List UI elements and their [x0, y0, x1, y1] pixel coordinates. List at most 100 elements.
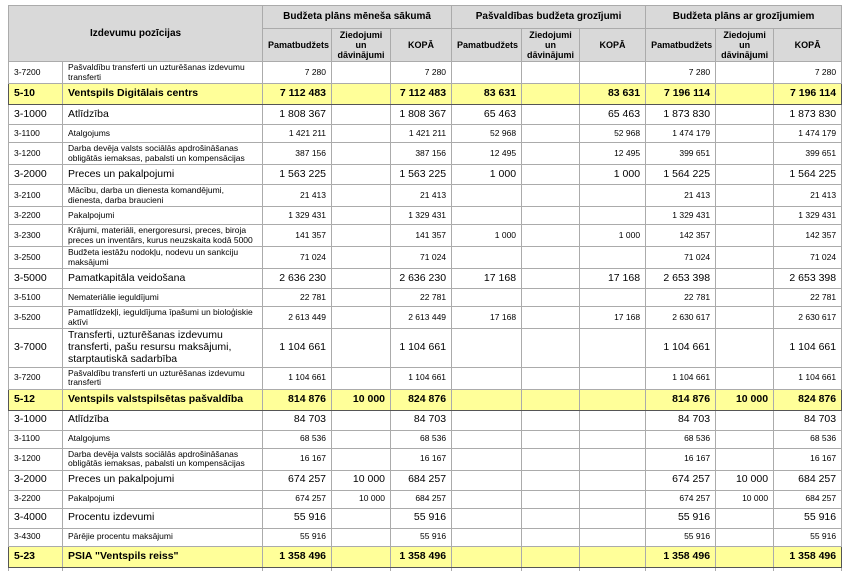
table-row: 3-1100 Atalgojums 1 421 211 1 421 211 52 968…: [8, 124, 843, 144]
subcolumn-header-ziedojumi-3: Ziedojumi un dāvinājumi: [715, 27, 775, 63]
row-value: [521, 429, 581, 449]
table-row: 3-2300 Krājumi, materiāli, energoresursi,…: [8, 224, 843, 248]
row-value: [715, 83, 775, 106]
row-value: 1 104 661: [645, 366, 717, 390]
row-value: [331, 224, 392, 248]
row-value: [521, 366, 581, 390]
subcolumn-header-pamatbudzets-2: Pamatbudžets: [451, 27, 523, 63]
row-value: [451, 388, 523, 411]
row-value: [331, 142, 392, 166]
row-value: [331, 306, 392, 330]
row-position-name: Darba devēja valsts sociālās apdrošināša…: [61, 142, 264, 166]
row-value: 52 968: [451, 124, 523, 144]
row-code: 5-23: [8, 545, 63, 568]
row-value: 824 876: [390, 388, 453, 411]
row-value: [331, 527, 392, 547]
row-value: 2 613 449: [390, 306, 453, 330]
row-position-name: Preces un pakalpojumi: [61, 469, 264, 491]
row-value: 1 474 179: [773, 124, 843, 144]
row-value: [521, 184, 581, 208]
row-value: [521, 224, 581, 248]
row-value: 55 916: [773, 527, 843, 547]
row-value: 68 536: [773, 429, 843, 449]
row-value: [521, 388, 581, 411]
row-position-name: Subsīdijas un dotācijas: [61, 566, 264, 571]
row-value: [579, 246, 647, 270]
row-value: 10 000: [331, 469, 392, 491]
row-value: 2 630 617: [773, 306, 843, 330]
row-code: 3-7000: [8, 328, 63, 368]
row-position-name: Atalgojums: [61, 429, 264, 449]
row-value: [521, 566, 581, 571]
row-value: 1 358 496: [390, 566, 453, 571]
row-value: 71 024: [390, 246, 453, 270]
row-code: 3-2000: [8, 164, 63, 186]
row-value: [521, 104, 581, 126]
row-value: [521, 164, 581, 186]
row-value: 55 916: [645, 507, 717, 529]
row-value: 2 636 230: [262, 268, 333, 290]
row-code: 3-3000: [8, 566, 63, 571]
row-value: 22 781: [390, 288, 453, 308]
row-value: 814 876: [262, 388, 333, 411]
table-row: 3-2000 Preces un pakalpojumi 674 257 10 000…: [8, 469, 843, 491]
row-value: [331, 545, 392, 568]
row-value: 1 104 661: [645, 328, 717, 368]
row-value: [579, 469, 647, 491]
header-subcolumn-row: Pamatbudžets Ziedojumi un dāvinājumi KOP…: [9, 27, 843, 63]
row-value: 1 000: [451, 224, 523, 248]
row-value: 83 631: [451, 83, 523, 106]
row-value: 21 413: [645, 184, 717, 208]
table-row: 5-23 PSIA "Ventspils reiss" 1 358 496 1 358…: [8, 545, 843, 568]
row-value: 7 280: [262, 61, 333, 85]
row-value: [715, 288, 775, 308]
row-value: [579, 447, 647, 471]
row-value: 65 463: [451, 104, 523, 126]
row-value: 399 651: [773, 142, 843, 166]
table-row: 3-2000 Preces un pakalpojumi 1 563 225 1 56…: [8, 164, 843, 186]
row-value: [521, 83, 581, 106]
row-value: [331, 429, 392, 449]
row-value: 1 358 496: [262, 566, 333, 571]
row-value: 84 703: [262, 409, 333, 431]
table-row: 3-4300 Pārējie procentu maksājumi 55 916 55…: [8, 527, 843, 547]
row-value: [331, 83, 392, 106]
row-value: [579, 288, 647, 308]
row-value: 10 000: [715, 388, 775, 411]
row-value: [579, 206, 647, 226]
row-value: [451, 527, 523, 547]
table-row: 3-7200 Pašvaldību transferti un uzturēšan…: [8, 366, 843, 390]
subcolumn-header-pamatbudzets-1: Pamatbudžets: [262, 27, 333, 63]
row-value: [521, 124, 581, 144]
row-position-name: Pašvaldību transferti un uzturēšanas izd…: [61, 366, 264, 390]
row-value: [521, 142, 581, 166]
row-value: [521, 447, 581, 471]
row-value: 71 024: [773, 246, 843, 270]
row-value: 1 104 661: [773, 328, 843, 368]
row-value: 7 280: [773, 61, 843, 85]
row-value: [451, 429, 523, 449]
row-value: [331, 409, 392, 431]
row-value: [331, 246, 392, 270]
table-row: 3-5200 Pamatlīdzekļi, ieguldījuma īpašumi…: [8, 306, 843, 330]
row-value: [715, 246, 775, 270]
row-value: [521, 306, 581, 330]
row-value: 1 329 431: [773, 206, 843, 226]
row-value: [451, 206, 523, 226]
row-value: 10 000: [331, 489, 392, 509]
row-value: 674 257: [645, 489, 717, 509]
row-value: [715, 527, 775, 547]
row-value: [521, 507, 581, 529]
row-position-name: Atlīdzība: [61, 104, 264, 126]
row-value: 7 196 114: [773, 83, 843, 106]
column-group-budget-amendments: Pašvaldības budžeta grozījumi: [451, 5, 647, 29]
row-value: 814 876: [645, 388, 717, 411]
row-code: 3-5200: [8, 306, 63, 330]
row-position-name: Krājumi, materiāli, energoresursi, prece…: [61, 224, 264, 248]
row-value: [331, 164, 392, 186]
row-value: [579, 388, 647, 411]
row-value: 22 781: [773, 288, 843, 308]
row-code: 3-7200: [8, 61, 63, 85]
row-value: 1 329 431: [262, 206, 333, 226]
row-value: [331, 288, 392, 308]
